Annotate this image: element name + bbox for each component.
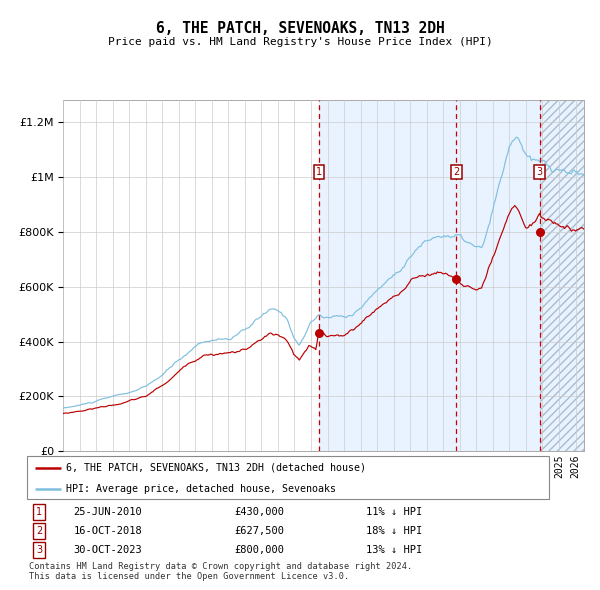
Text: 6, THE PATCH, SEVENOAKS, TN13 2DH: 6, THE PATCH, SEVENOAKS, TN13 2DH: [155, 21, 445, 35]
Text: HPI: Average price, detached house, Sevenoaks: HPI: Average price, detached house, Seve…: [66, 484, 336, 494]
Bar: [319, 100, 584, 451]
Text: 2: 2: [36, 526, 42, 536]
Text: 16-OCT-2018: 16-OCT-2018: [73, 526, 142, 536]
Text: 13% ↓ HPI: 13% ↓ HPI: [365, 545, 422, 555]
Text: 30-OCT-2023: 30-OCT-2023: [73, 545, 142, 555]
Text: 1: 1: [36, 507, 42, 517]
Text: 2: 2: [453, 168, 460, 177]
FancyBboxPatch shape: [27, 456, 549, 499]
Text: Contains HM Land Registry data © Crown copyright and database right 2024.: Contains HM Land Registry data © Crown c…: [29, 562, 412, 571]
Text: 1: 1: [316, 168, 322, 177]
Text: 18% ↓ HPI: 18% ↓ HPI: [365, 526, 422, 536]
Text: 25-JUN-2010: 25-JUN-2010: [73, 507, 142, 517]
Text: This data is licensed under the Open Government Licence v3.0.: This data is licensed under the Open Gov…: [29, 572, 349, 581]
Bar: [539, 100, 584, 451]
Text: 6, THE PATCH, SEVENOAKS, TN13 2DH (detached house): 6, THE PATCH, SEVENOAKS, TN13 2DH (detac…: [66, 463, 366, 473]
Bar: [539, 100, 584, 451]
Text: Price paid vs. HM Land Registry's House Price Index (HPI): Price paid vs. HM Land Registry's House …: [107, 37, 493, 47]
Text: £627,500: £627,500: [235, 526, 284, 536]
Text: 3: 3: [36, 545, 42, 555]
Text: 3: 3: [536, 168, 543, 177]
Text: £800,000: £800,000: [235, 545, 284, 555]
Text: 11% ↓ HPI: 11% ↓ HPI: [365, 507, 422, 517]
Text: £430,000: £430,000: [235, 507, 284, 517]
